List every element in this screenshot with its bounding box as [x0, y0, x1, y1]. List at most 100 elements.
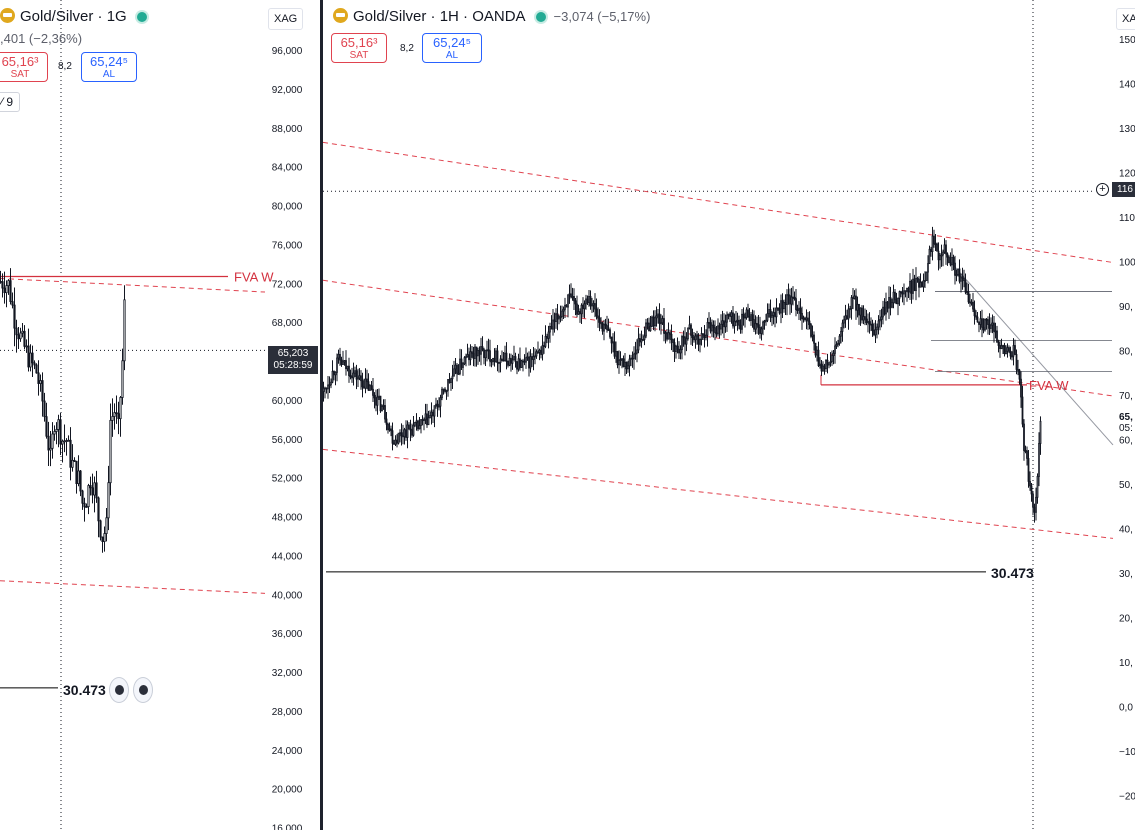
- candle-body: [366, 378, 368, 383]
- candle-body: [69, 439, 72, 468]
- left-sell-button[interactable]: 65,16³ SAT: [0, 52, 48, 82]
- candle-body: [772, 312, 775, 316]
- candle-body: [1024, 450, 1027, 452]
- candle-body: [838, 335, 841, 344]
- candle-body: [361, 380, 364, 388]
- candle-body: [973, 308, 976, 317]
- right-y-tick-label: 10,: [1119, 658, 1133, 669]
- right-chart-pane[interactable]: 150 140 130 120 110 100 90, 80, 70, 60, 50, 40, 30, 2…: [323, 0, 1135, 830]
- right-legend-title[interactable]: Gold/Silver · 1H · OANDA: [353, 8, 526, 25]
- candle-body: [729, 313, 731, 317]
- candle-body: [655, 315, 658, 319]
- candle-body: [756, 322, 758, 326]
- candle-body: [574, 300, 577, 305]
- candle-body: [418, 425, 421, 430]
- candle-body: [475, 346, 478, 357]
- right-buy-button[interactable]: 65,24⁵ AL: [422, 33, 482, 63]
- candle-body: [534, 355, 536, 358]
- candle-body: [712, 324, 715, 329]
- candle-body: [576, 303, 578, 315]
- candle-body: [747, 309, 749, 317]
- candle-body: [709, 322, 712, 332]
- candle-body: [1038, 443, 1040, 477]
- right-y-tick-label: 30,: [1119, 569, 1133, 580]
- candle-body: [516, 361, 518, 370]
- candle-body: [615, 351, 617, 357]
- left-legend-change: ,401 (−2,36%): [0, 30, 82, 46]
- candle-body: [396, 439, 398, 444]
- candle-body: [858, 303, 860, 316]
- candle-body: [1035, 496, 1037, 513]
- candle-body: [333, 370, 335, 376]
- candle-body: [342, 361, 344, 365]
- candle-body: [51, 433, 54, 449]
- candle-body: [1, 281, 4, 289]
- candle-body: [687, 327, 689, 339]
- candle-body: [927, 263, 929, 273]
- candle-body: [525, 357, 527, 363]
- candle-body: [107, 482, 110, 519]
- candle-body: [619, 359, 622, 361]
- candle-body: [336, 357, 338, 373]
- candle-body: [856, 303, 859, 311]
- candle-body: [474, 346, 476, 359]
- candle-body: [91, 487, 94, 496]
- right-y-tick-label: 140: [1119, 80, 1135, 91]
- candle-body: [604, 323, 607, 327]
- candle-body: [1029, 480, 1031, 487]
- candle-body: [786, 294, 788, 305]
- candle-body: [759, 326, 761, 334]
- candle-body: [567, 294, 569, 308]
- left-y-tick-label: 96,000: [272, 46, 303, 57]
- left-legend-title[interactable]: Gold/Silver · 1G: [20, 8, 127, 25]
- left-indicator-count-pill[interactable]: ⁄ 9: [0, 92, 21, 112]
- candle-body: [886, 301, 889, 309]
- candle-body: [820, 363, 823, 372]
- candle-body: [951, 257, 953, 266]
- candle-body: [444, 388, 446, 392]
- candle-body: [25, 345, 28, 348]
- candle-body: [801, 313, 803, 320]
- pane-divider[interactable]: [320, 0, 323, 830]
- candle-body: [501, 358, 503, 361]
- candle-body: [814, 342, 817, 356]
- candle-body: [1009, 350, 1012, 357]
- candle-body: [513, 356, 515, 361]
- candle-body: [442, 388, 445, 391]
- candle-body: [727, 313, 730, 316]
- candle-body: [558, 316, 560, 320]
- candle-body: [658, 313, 661, 324]
- candle-body: [735, 320, 737, 323]
- candle-body: [433, 405, 436, 417]
- left-y-tick-label: 56,000: [272, 435, 303, 446]
- add-alert-plus-icon[interactable]: +: [1096, 183, 1109, 196]
- candle-body: [643, 335, 646, 340]
- candle-body: [736, 319, 739, 322]
- candle-body: [423, 419, 425, 422]
- candle-body: [580, 304, 583, 315]
- candle-body: [601, 323, 604, 332]
- left-chart-svg[interactable]: 96,000 92,000 88,000 84,000 80,000 76,000 72,0…: [0, 0, 320, 830]
- candle-body: [109, 419, 112, 484]
- candle-body: [59, 419, 62, 445]
- candle-body: [609, 329, 611, 338]
- left-buy-button[interactable]: 65,24⁵ AL: [81, 52, 137, 82]
- candle-body: [595, 308, 598, 317]
- right-symbol-tag[interactable]: XAG: [1116, 8, 1135, 30]
- right-chart-svg[interactable]: 150 140 130 120 110 100 90, 80, 70, 60, 50, 40, 30, 2…: [323, 0, 1135, 830]
- candle-body: [696, 334, 698, 337]
- candle-body: [663, 318, 665, 334]
- left-symbol-tag[interactable]: XAG: [268, 8, 304, 30]
- candle-body: [121, 360, 124, 398]
- candle-body: [688, 324, 691, 329]
- candle-body: [910, 280, 913, 294]
- candle-body: [969, 301, 971, 304]
- candle-body: [0, 280, 2, 283]
- candle-body: [571, 296, 574, 298]
- right-sell-button[interactable]: 65,16³ SAT: [331, 33, 387, 63]
- candle-body: [748, 316, 751, 321]
- candle-body: [939, 255, 941, 261]
- candle-body: [757, 324, 760, 328]
- left-chart-pane[interactable]: 96,000 92,000 88,000 84,000 80,000 76,000 72,0…: [0, 0, 320, 830]
- candle-body: [532, 356, 535, 360]
